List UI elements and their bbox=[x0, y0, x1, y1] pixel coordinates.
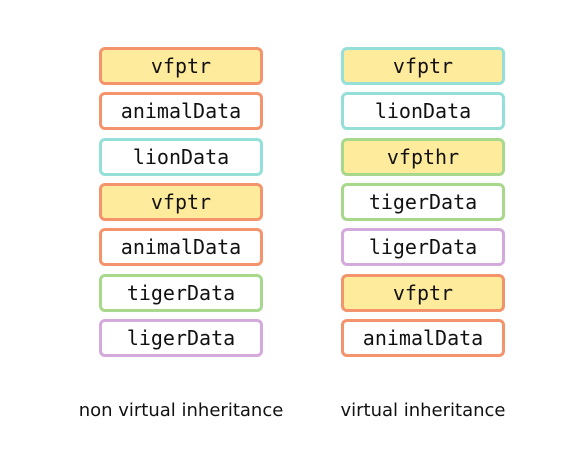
memory-block: lionData bbox=[99, 137, 263, 176]
memory-block: ligerData bbox=[341, 228, 505, 267]
memory-block: vfptr bbox=[99, 47, 263, 85]
memory-block: lionData bbox=[341, 92, 505, 131]
memory-block: animalData bbox=[99, 92, 263, 131]
memory-block: vfptr bbox=[341, 47, 505, 85]
memory-block: tigerData bbox=[99, 273, 263, 312]
memory-block: vfptr bbox=[341, 273, 505, 312]
memory-block: animalData bbox=[341, 318, 505, 357]
caption: virtual inheritance bbox=[340, 400, 506, 421]
memory-block: vfpthr bbox=[341, 137, 505, 176]
caption: non virtual inheritance bbox=[78, 400, 284, 421]
memory-block: vfptr bbox=[99, 182, 263, 221]
memory-block: animalData bbox=[99, 228, 263, 267]
memory-block: ligerData bbox=[99, 318, 263, 357]
memory-block: tigerData bbox=[341, 182, 505, 221]
